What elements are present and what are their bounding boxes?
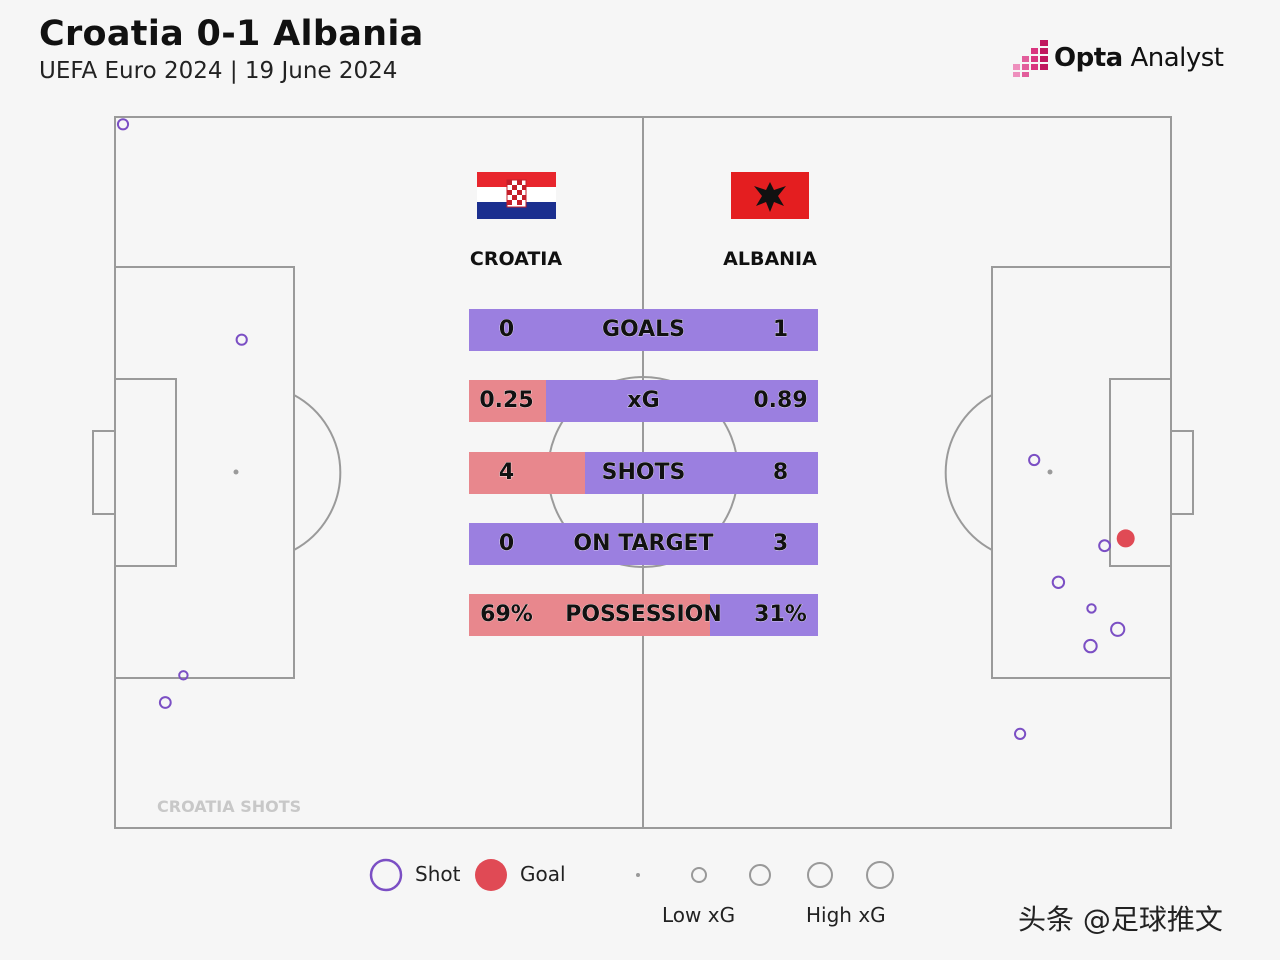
legend-low-xg-label: Low xG (662, 903, 736, 927)
croatia-flag (477, 172, 556, 219)
brand-bold: Opta (1054, 43, 1123, 73)
shot-markers (116, 118, 1135, 741)
brand-light: Analyst (1122, 43, 1224, 73)
stat-value-away: 1 (772, 317, 789, 343)
legend-markers (369, 858, 894, 892)
legend-xg-size-3 (749, 864, 771, 886)
page-title: Croatia 0-1 Albania (39, 14, 424, 54)
goal-marker (1116, 529, 1135, 548)
stat-label: SHOTS (601, 459, 686, 485)
opta-analyst-logo: Opta Analyst (1010, 38, 1224, 78)
stat-bar-home (469, 451, 585, 494)
stat-label: xG (627, 388, 660, 414)
shot-marker (1086, 603, 1097, 614)
legend-shot-marker (369, 858, 403, 892)
stat-bar-away (710, 594, 818, 637)
shot-marker (116, 118, 130, 131)
stat-value-home: 0 (498, 317, 515, 343)
stat-row-goals: 0 GOALS 1 (469, 309, 818, 351)
shot-marker (1098, 539, 1111, 553)
watermark: 头条 @足球推文 (1018, 903, 1223, 936)
right-penalty-box (991, 266, 1172, 679)
stat-row-shots: 4 SHOTS 8 (469, 451, 818, 494)
stat-value-home: 0.25 (479, 388, 534, 414)
left-penalty-spot (233, 469, 239, 475)
stat-bar-home (469, 594, 710, 637)
stat-bar-away (469, 309, 818, 351)
legend-xg-size-1 (636, 873, 640, 877)
stat-value-home: 0 (498, 530, 515, 557)
stat-value-away: 0.89 (753, 388, 808, 414)
shot-marker (178, 670, 189, 681)
shot-marker (235, 333, 248, 346)
legend-xg-size-5 (866, 861, 894, 889)
legend-xg-size-4 (807, 862, 833, 888)
shot-marker (1083, 638, 1098, 654)
croatia-shots-caption: CROATIA SHOTS (157, 797, 302, 816)
stat-value-home: 4 (498, 459, 515, 485)
page-subtitle: UEFA Euro 2024 | 19 June 2024 (39, 58, 398, 84)
right-penalty-spot (1047, 469, 1053, 475)
stat-row-on-target: 0 ON TARGET 3 (469, 522, 818, 565)
shot-marker (1014, 727, 1027, 741)
legend-goal-marker (475, 859, 507, 891)
stat-value-home: 69% (480, 602, 533, 628)
stat-label: ON TARGET (573, 530, 714, 557)
left-penalty-box (114, 266, 295, 679)
albania-flag (731, 172, 809, 219)
stat-value-away: 3 (772, 530, 789, 557)
left-goal (92, 430, 116, 515)
left-penalty-arc (293, 394, 342, 551)
legend-shot-label: Shot (415, 862, 461, 886)
shot-marker (158, 696, 172, 709)
shot-marker (1110, 621, 1126, 637)
right-goal (1170, 430, 1194, 515)
stat-row-possession: 69% POSSESSION 31% (469, 594, 818, 637)
stat-bar-away (585, 451, 818, 494)
legend-high-xg-label: High xG (806, 903, 886, 927)
left-six-yard-box (114, 378, 177, 567)
stat-value-away: 8 (772, 459, 789, 485)
shot-marker (1051, 575, 1066, 589)
stat-bar-away (469, 522, 818, 565)
shot-marker (1028, 453, 1041, 467)
opta-logo-icon (1013, 40, 1048, 77)
home-team-name: CROATIA (469, 248, 563, 270)
stat-row-xg: 0.25 xG 0.89 (469, 380, 818, 423)
stat-value-away: 31% (754, 602, 807, 628)
stat-label: GOALS (601, 317, 686, 343)
stat-bar-away (546, 380, 818, 423)
away-team-name: ALBANIA (723, 248, 817, 270)
pitch-lines (92, 116, 1194, 829)
stat-label: POSSESSION (565, 602, 722, 628)
legend-xg-size-2 (691, 867, 707, 883)
legend-goal-label: Goal (520, 862, 566, 886)
stat-bar-home (469, 380, 546, 423)
right-penalty-arc (944, 394, 993, 551)
